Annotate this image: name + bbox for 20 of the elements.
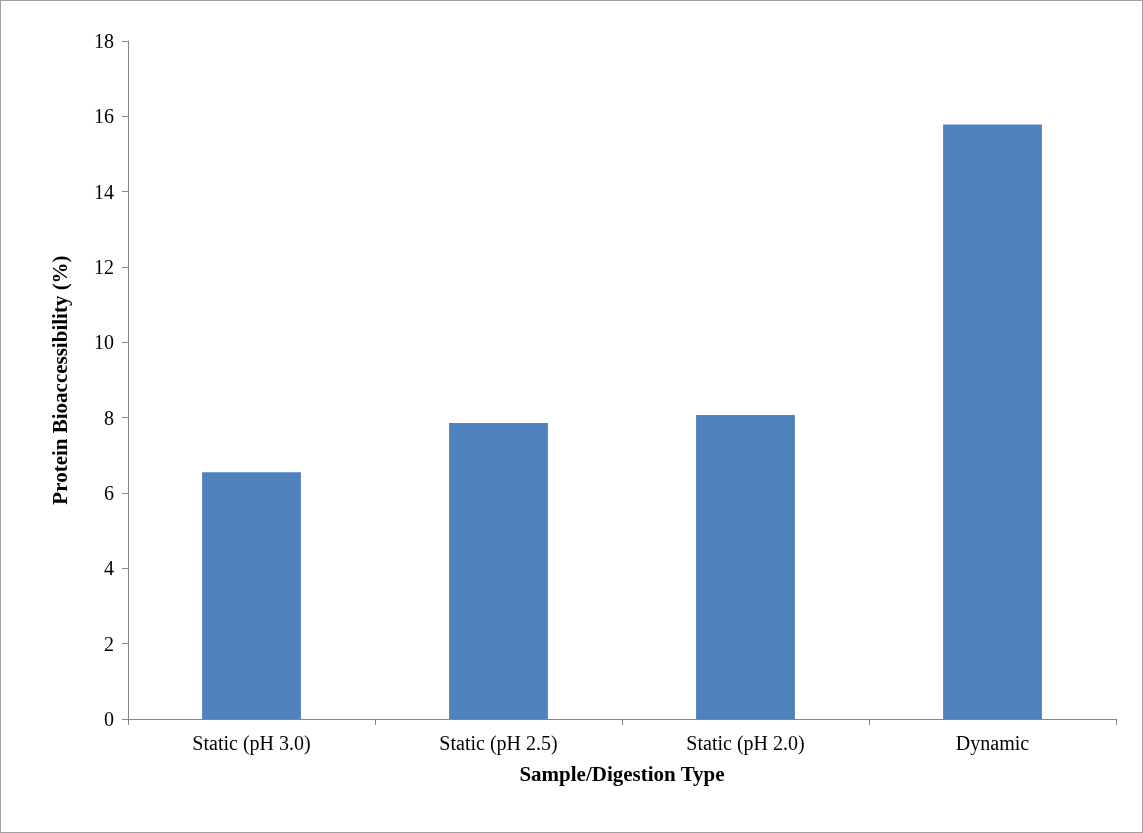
y-tick-label: 16 — [94, 105, 114, 128]
x-axis-title: Sample/Digestion Type — [519, 761, 725, 786]
x-tick-label: Static (pH 2.0) — [686, 732, 805, 755]
x-tick-label: Static (pH 3.0) — [192, 732, 311, 755]
y-tick-label: 6 — [104, 482, 114, 504]
x-tick-label: Dynamic — [955, 732, 1030, 755]
y-tick-label: 18 — [94, 30, 114, 52]
y-tick-label: 0 — [104, 708, 114, 730]
bar — [696, 415, 795, 719]
y-tick-label: 8 — [104, 406, 114, 429]
y-tick-label: 10 — [94, 331, 114, 354]
x-tick-label: Static (pH 2.5) — [439, 732, 558, 755]
y-axis-title: Protein Bioaccessibility (%) — [47, 255, 72, 505]
y-tick-label: 2 — [104, 632, 114, 655]
y-tick-label: 12 — [94, 256, 114, 278]
bar — [943, 124, 1042, 719]
y-tick-label: 14 — [94, 180, 114, 203]
bar — [449, 422, 548, 719]
bar — [202, 472, 301, 719]
y-tick-label: 4 — [104, 557, 114, 580]
